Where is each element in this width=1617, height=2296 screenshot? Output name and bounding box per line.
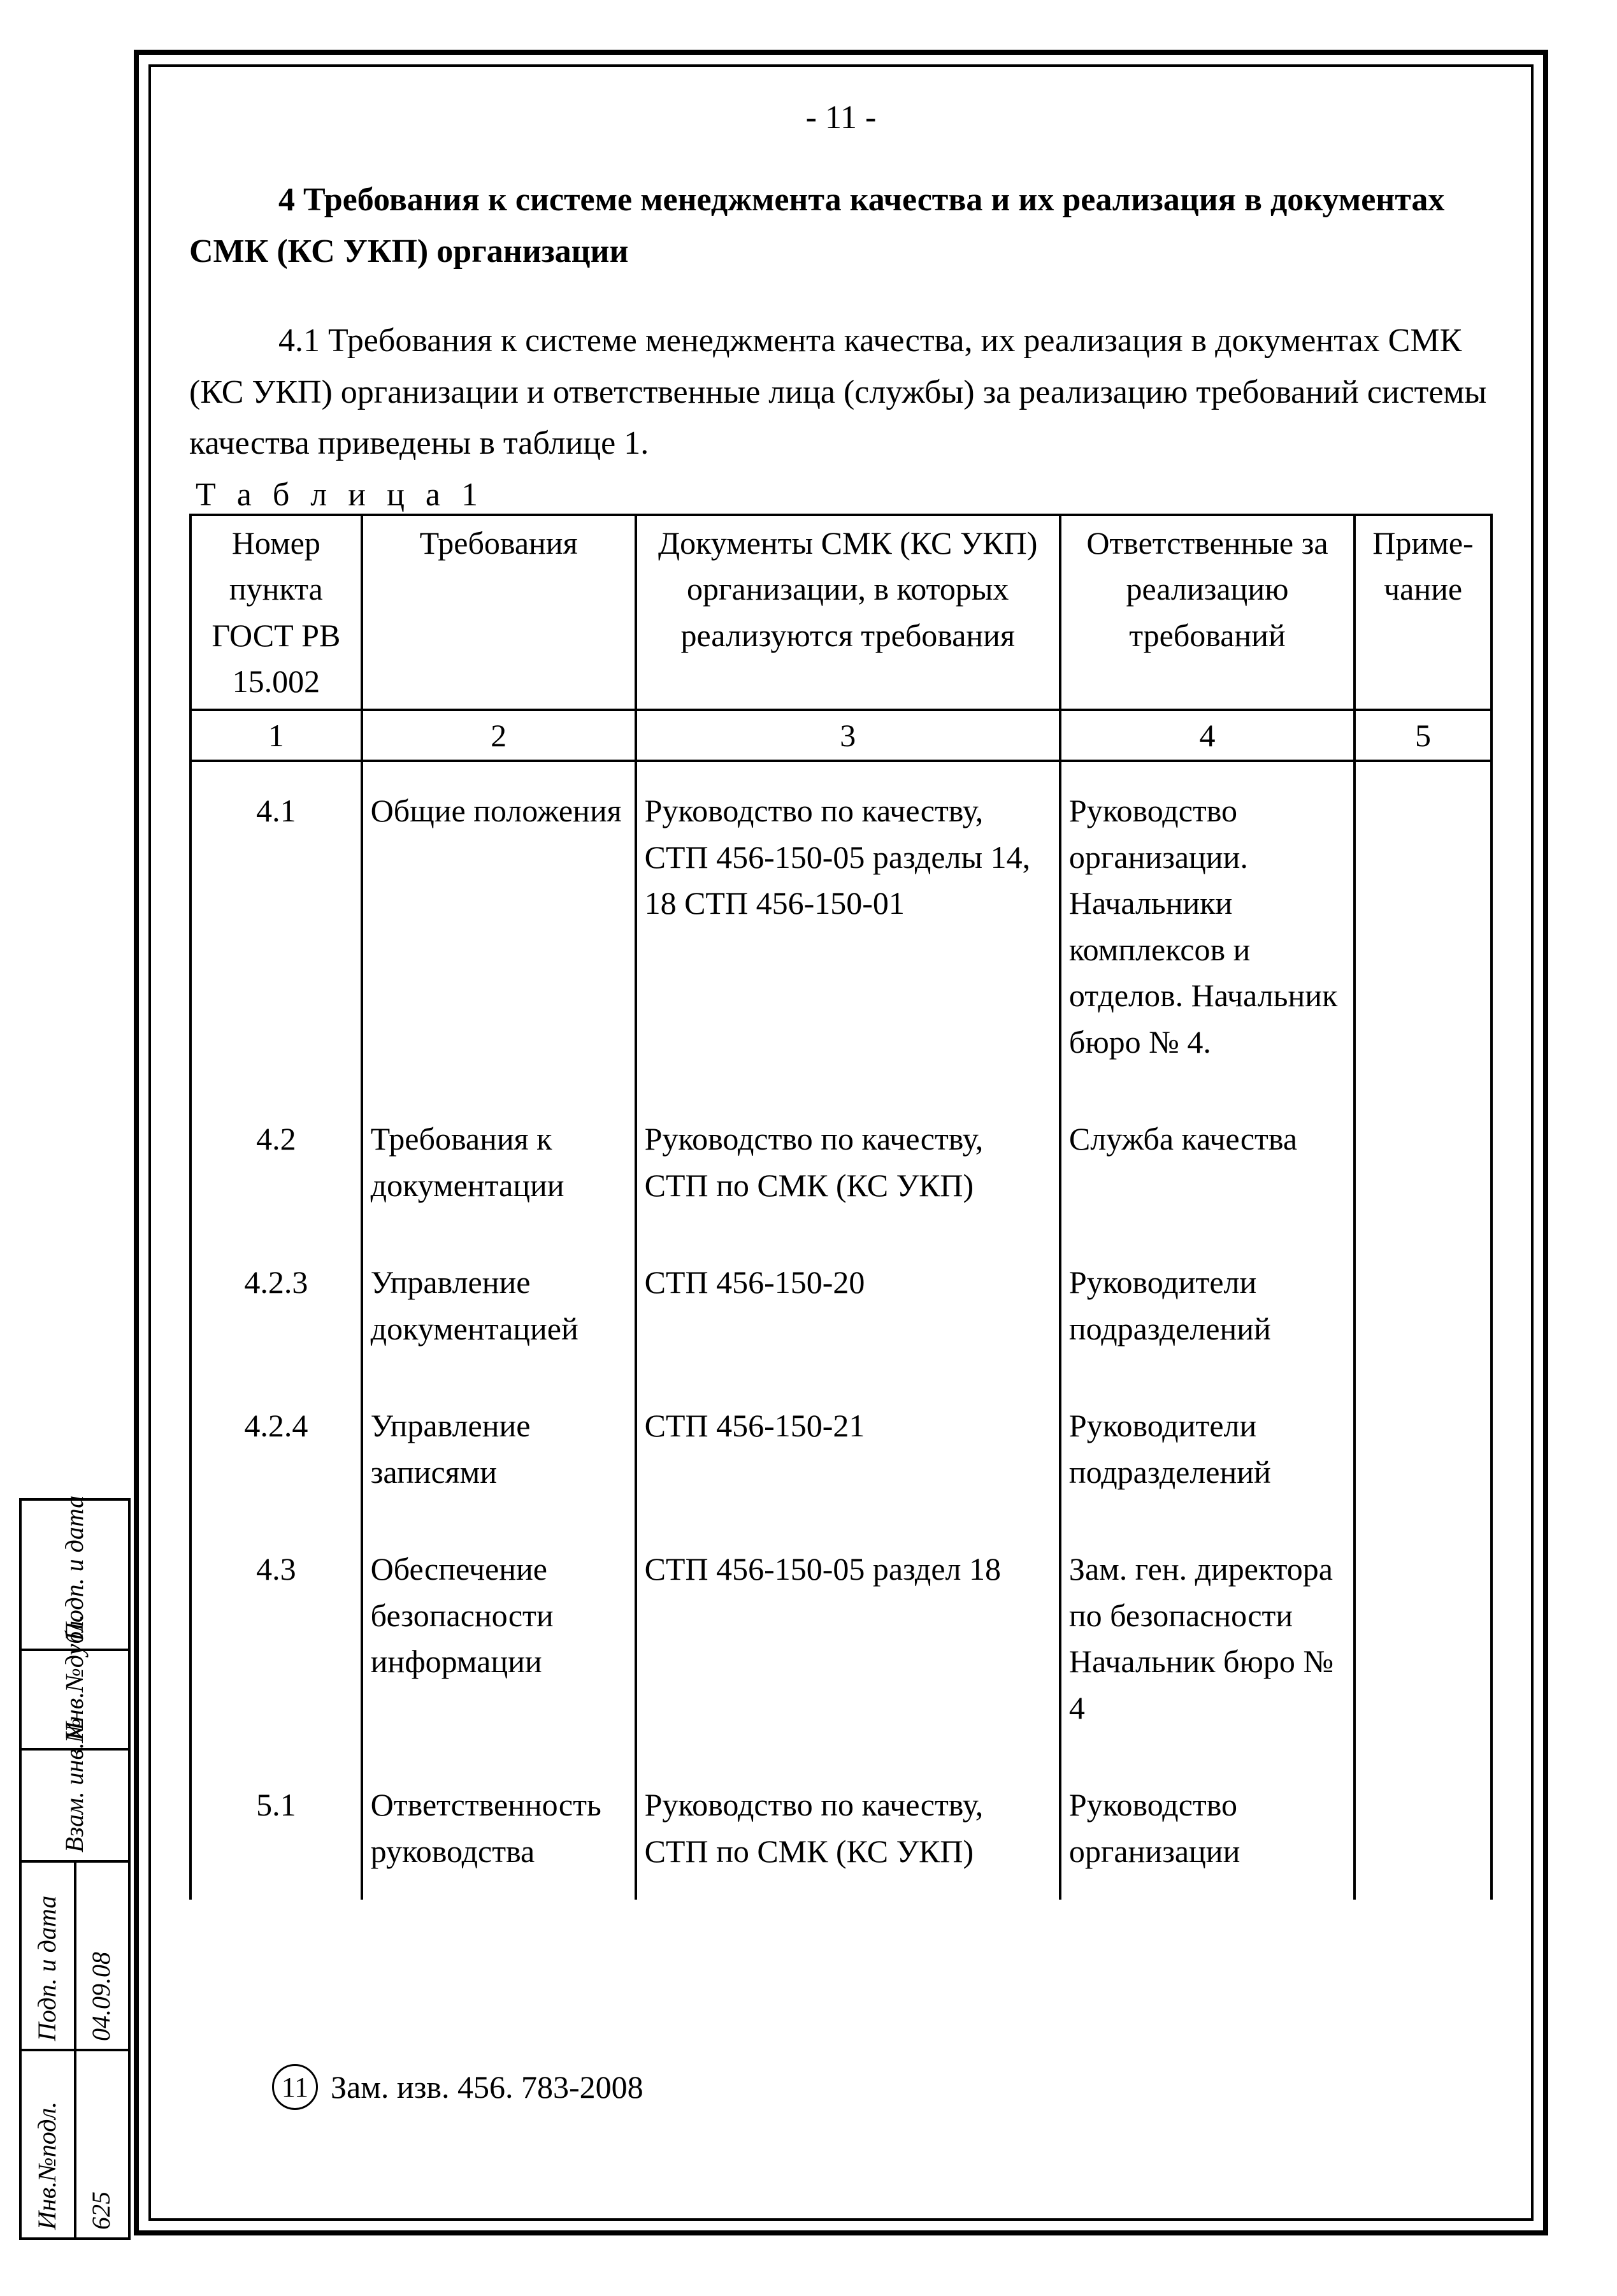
table-header-c4: Ответственные за реализацию требований (1060, 515, 1355, 710)
table-cell-c2: Ответственность руководства (362, 1756, 636, 1900)
inner-frame: - 11 - 4 Требования к системе менеджмент… (148, 64, 1534, 2221)
stamp-box-podp-data-bottom: Подп. и дата 04.09.08 (19, 1860, 131, 2051)
table-cell-c4: Зам. ген. директора по безопасности Нача… (1060, 1520, 1355, 1756)
paragraph-4-1: 4.1 Требования к системе менеджмента кач… (189, 315, 1493, 470)
table-cell-c2: Управление записями (362, 1377, 636, 1520)
table-column-numbers-row: 1 2 3 4 5 (190, 710, 1491, 762)
table-cell-c5 (1355, 1756, 1491, 1900)
table-header-c5: Приме-чание (1355, 515, 1491, 710)
section-4-heading: 4 Требования к системе менеджмента качес… (189, 175, 1493, 277)
table-cell-c3: СТП 456-150-20 (636, 1234, 1060, 1377)
table-cell-c4: Руководство организации. Начальники комп… (1060, 761, 1355, 1090)
footer-circled-page-number: 11 (272, 2064, 318, 2110)
table-cell-c4: Руководители подразделений (1060, 1377, 1355, 1520)
table-cell-c5 (1355, 1090, 1491, 1234)
table-row: 4.3Обеспечение безопасности информацииСТ… (190, 1520, 1491, 1756)
outer-frame: - 11 - 4 Требования к системе менеджмент… (134, 50, 1548, 2235)
stamp-box-inv-podl: Инв.№подл. 625 (19, 2049, 131, 2240)
table-cell-c1: 4.2.4 (190, 1377, 362, 1520)
table-cell-c4: Руководители подразделений (1060, 1234, 1355, 1377)
table-header-c2: Требования (362, 515, 636, 710)
table-cell-c2: Требования к документации (362, 1090, 636, 1234)
table-header-row: Номер пункта ГОСТ РВ 15.002 Требования Д… (190, 515, 1491, 710)
table-row: 4.1Общие положенияРуководство по качеств… (190, 761, 1491, 1090)
table-cell-c2: Общие положения (362, 761, 636, 1090)
table-cell-c1: 4.2 (190, 1090, 362, 1234)
page: Подп. и дата Инв.№дубл. Взам. инв.№ Подп… (0, 0, 1617, 2296)
table-cell-c1: 4.1 (190, 761, 362, 1090)
table-cell-c3: СТП 456-150-21 (636, 1377, 1060, 1520)
colnum-3: 3 (636, 710, 1060, 762)
stamp-label: Инв.№подл. (32, 2102, 62, 2230)
requirements-table: Номер пункта ГОСТ РВ 15.002 Требования Д… (189, 514, 1493, 1900)
colnum-2: 2 (362, 710, 636, 762)
table-cell-c3: Руководство по качеству, СТП 456-150-05 … (636, 761, 1060, 1090)
table-header-c1: Номер пункта ГОСТ РВ 15.002 (190, 515, 362, 710)
stamp-label: Взам. инв.№ (59, 1719, 89, 1853)
stamp-box-vzam-inv: Взам. инв.№ (19, 1748, 131, 1863)
table-cell-c5 (1355, 1377, 1491, 1520)
colnum-1: 1 (190, 710, 362, 762)
table-row: 4.2.3Управление документациейСТП 456-150… (190, 1234, 1491, 1377)
table-cell-c3: СТП 456-150-05 раздел 18 (636, 1520, 1060, 1756)
table-cell-c1: 4.2.3 (190, 1234, 362, 1377)
table-cell-c5 (1355, 761, 1491, 1090)
table-cell-c1: 5.1 (190, 1756, 362, 1900)
table-caption: Т а б л и ц а 1 (196, 476, 1493, 514)
stamp-handwritten-number: 625 (86, 2191, 116, 2230)
page-number-header: - 11 - (189, 99, 1493, 136)
table-cell-c4: Служба качества (1060, 1090, 1355, 1234)
footer-revision-note: 11 Зам. изв. 456. 783-2008 (272, 2064, 643, 2110)
table-cell-c5 (1355, 1234, 1491, 1377)
table-row: 4.2.4Управление записямиСТП 456-150-21Ру… (190, 1377, 1491, 1520)
table-cell-c2: Обеспечение безопасности информации (362, 1520, 636, 1756)
table-row: 5.1Ответственность руководстваРуководств… (190, 1756, 1491, 1900)
table-cell-c3: Руководство по качеству, СТП по СМК (КС … (636, 1756, 1060, 1900)
stamp-handwritten-date: 04.09.08 (86, 1952, 116, 2041)
footer-revision-text: Зам. изв. 456. 783-2008 (331, 2069, 643, 2105)
colnum-4: 4 (1060, 710, 1355, 762)
table-cell-c1: 4.3 (190, 1520, 362, 1756)
table-row: 4.2Требования к документацииРуководство … (190, 1090, 1491, 1234)
stamp-label: Подп. и дата (32, 1896, 62, 2041)
table-header-c3: Документы СМК (КС УКП) организации, в ко… (636, 515, 1060, 710)
table-cell-c5 (1355, 1520, 1491, 1756)
left-margin-stamp-stack: Подп. и дата Инв.№дубл. Взам. инв.№ Подп… (19, 1262, 131, 2240)
table-cell-c2: Управление документацией (362, 1234, 636, 1377)
table-cell-c3: Руководство по качеству, СТП по СМК (КС … (636, 1090, 1060, 1234)
colnum-5: 5 (1355, 710, 1491, 762)
table-cell-c4: Руководство организации (1060, 1756, 1355, 1900)
